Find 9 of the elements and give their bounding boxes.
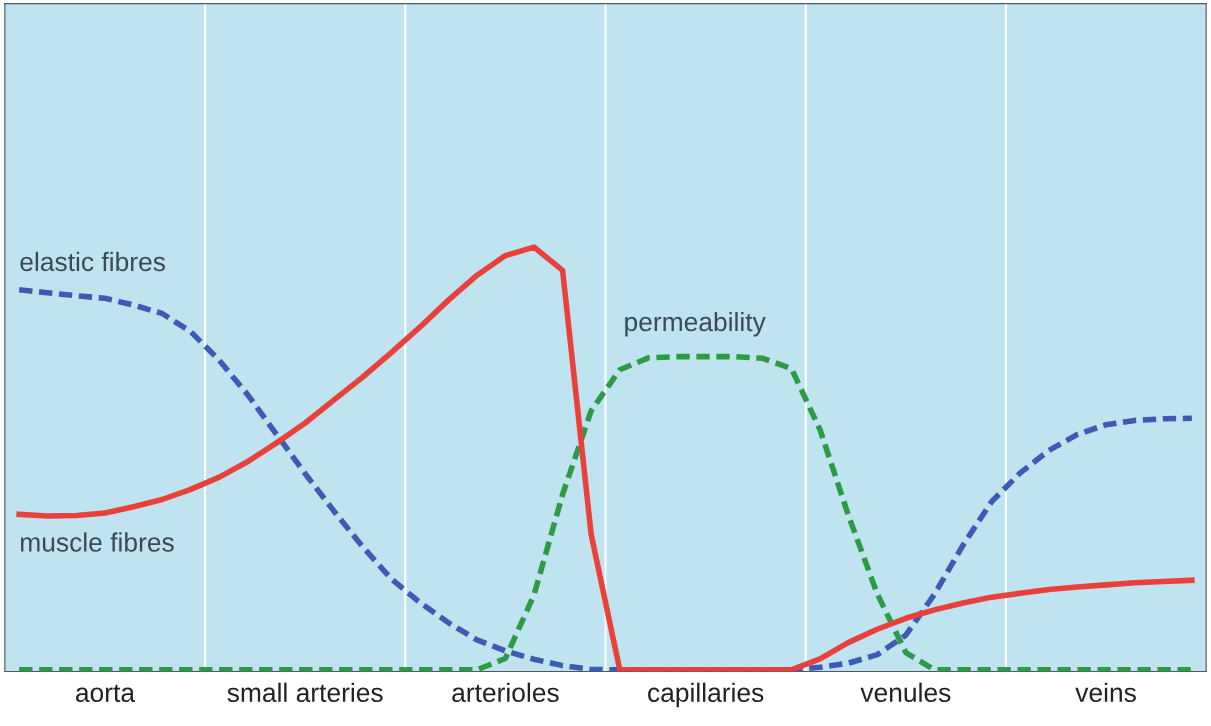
series-label: permeability (625, 311, 766, 337)
x-tick-label: aorta (76, 684, 136, 703)
series-label: elastic fibres (20, 251, 165, 272)
series-label: muscle fibres (21, 532, 174, 552)
x-tick-label: venules (860, 682, 951, 703)
x-tick-label: capillaries (648, 682, 764, 708)
x-tick-label: arterioles (452, 682, 559, 703)
x-tick-label: veins (1075, 682, 1136, 703)
x-tick-label: small arteries (227, 682, 383, 703)
